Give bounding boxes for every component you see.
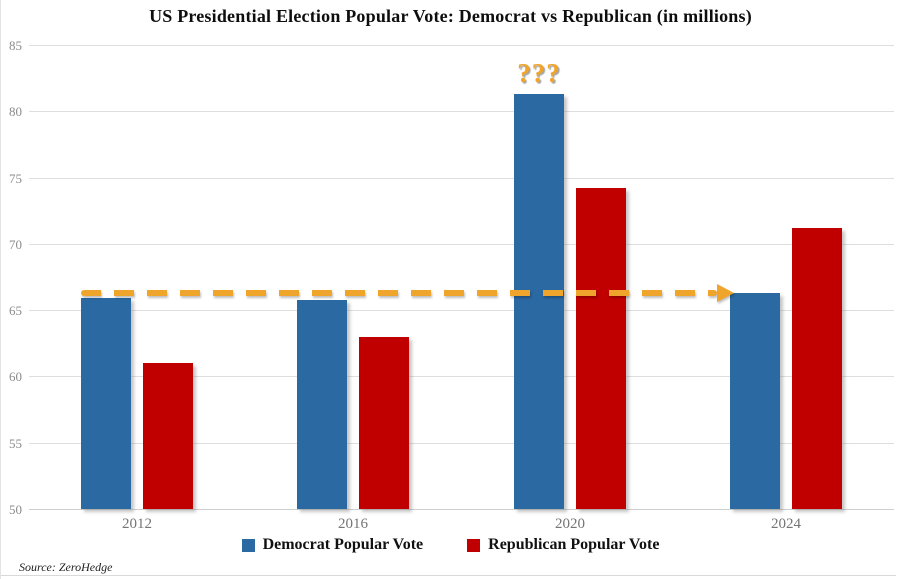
gridline-75: [29, 178, 894, 179]
trend-arrow-head-icon: [717, 284, 734, 302]
y-tick-label-60: 60: [9, 369, 22, 384]
bar-democrat-2020: [514, 94, 564, 509]
y-tick-label-80: 80: [9, 104, 22, 119]
legend-item-democrat: Democrat Popular Vote: [241, 536, 424, 554]
y-tick-label-65: 65: [9, 303, 22, 318]
republican-swatch-icon: [467, 538, 481, 552]
gridline-50: [29, 509, 894, 510]
y-tick-label-85: 85: [9, 38, 22, 53]
bar-republican-2016: [359, 337, 409, 509]
gridline-70: [29, 244, 894, 245]
bar-democrat-2016: [297, 300, 347, 509]
x-tick-label-2012: 2012: [122, 516, 152, 532]
question-marks-annotation: ???: [517, 58, 561, 88]
x-tick-label-2024: 2024: [771, 516, 801, 532]
bar-republican-2012: [143, 363, 193, 509]
bar-democrat-2012: [81, 298, 131, 509]
trend-arrow-line: [81, 290, 717, 296]
y-tick-label-55: 55: [9, 436, 22, 451]
gridline-55: [29, 443, 894, 444]
legend-label-republican: Republican Popular Vote: [488, 536, 660, 553]
x-tick-label-2020: 2020: [555, 516, 585, 532]
bar-republican-2024: [792, 228, 842, 509]
x-tick-label-2016: 2016: [338, 516, 368, 532]
gridline-60: [29, 376, 894, 377]
bar-democrat-2024: [730, 293, 780, 509]
gridline-85: [29, 45, 894, 46]
y-tick-label-75: 75: [9, 171, 22, 186]
legend-item-republican: Republican Popular Vote: [467, 536, 659, 554]
democrat-swatch-icon: [241, 538, 255, 552]
legend: Democrat Popular Vote Republican Popular…: [1, 536, 900, 554]
y-tick-label-50: 50: [9, 502, 22, 517]
bottom-divider: [1, 575, 896, 576]
source-credit: Source: ZeroHedge: [19, 560, 113, 574]
legend-label-democrat: Democrat Popular Vote: [262, 536, 424, 553]
y-tick-label-70: 70: [9, 237, 22, 252]
bar-republican-2020: [576, 188, 626, 509]
gridline-65: [29, 310, 894, 311]
chart-title: US Presidential Election Popular Vote: D…: [149, 6, 752, 26]
gridline-80: [29, 111, 894, 112]
